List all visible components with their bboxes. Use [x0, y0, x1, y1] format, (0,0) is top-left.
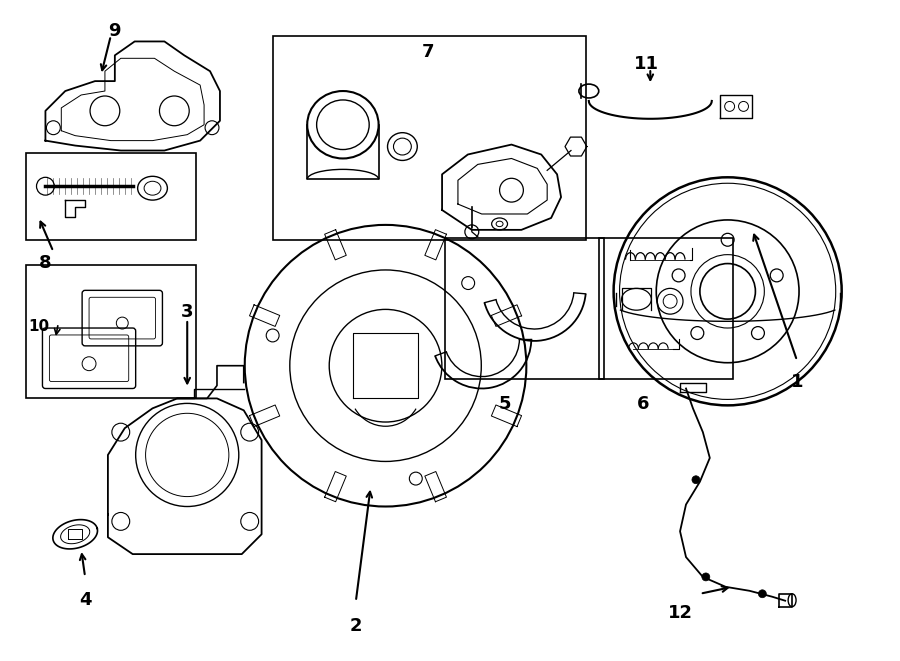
Text: 9: 9 — [109, 22, 122, 40]
Circle shape — [37, 177, 54, 195]
Circle shape — [759, 590, 766, 598]
Bar — [25, 264, 196, 399]
Text: 6: 6 — [637, 395, 650, 413]
Text: 8: 8 — [39, 254, 51, 272]
Text: 1: 1 — [791, 373, 804, 391]
Bar — [274, 36, 586, 240]
Text: 12: 12 — [668, 603, 693, 622]
Text: 11: 11 — [634, 56, 659, 73]
Bar — [445, 238, 604, 379]
Bar — [598, 238, 733, 379]
Circle shape — [702, 573, 710, 581]
Text: 7: 7 — [422, 44, 435, 61]
Text: 2: 2 — [349, 617, 362, 635]
Text: 3: 3 — [181, 303, 194, 321]
Bar — [25, 153, 196, 240]
Text: 10: 10 — [29, 319, 50, 334]
Text: 4: 4 — [79, 591, 91, 609]
Circle shape — [692, 476, 700, 484]
Text: 5: 5 — [499, 395, 511, 413]
